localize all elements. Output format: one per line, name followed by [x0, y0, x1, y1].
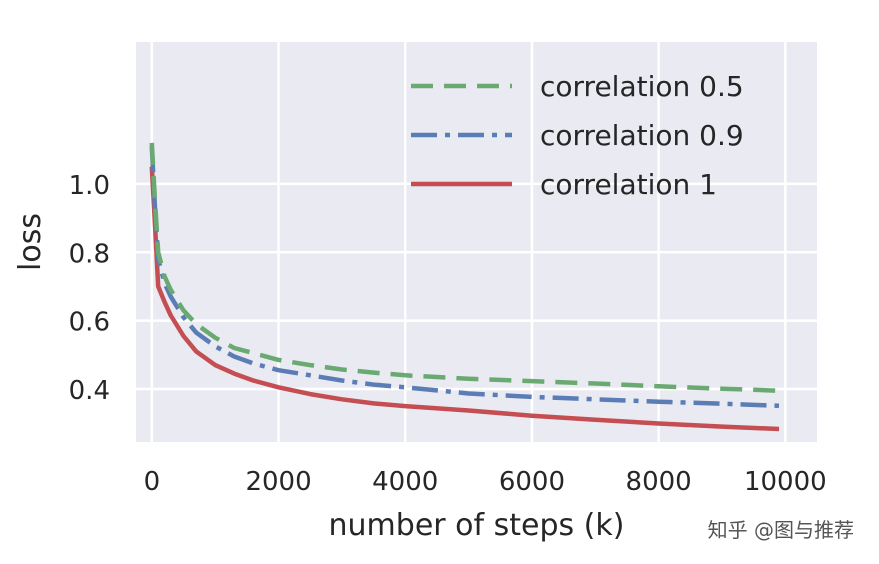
y-tick-label: 1.0	[69, 171, 110, 201]
watermark-text: 知乎 @图与推荐	[708, 518, 854, 542]
legend: correlation 0.5 correlation 0.9 correlatio…	[411, 70, 744, 201]
y-tick-label: 0.8	[69, 239, 110, 269]
legend-label: correlation 1	[540, 168, 717, 201]
series-line	[149, 142, 780, 393]
series-layer	[149, 142, 780, 432]
x-tick-label: 0	[144, 467, 161, 497]
watermark: 知乎 @图与推荐	[708, 518, 854, 542]
x-tick-labels: 0 2000 4000 6000 8000 10000	[144, 467, 827, 497]
legend-label: correlation 0.9	[540, 119, 744, 152]
series-line	[149, 146, 780, 409]
legend-label: correlation 0.5	[540, 70, 744, 103]
x-tick-label: 4000	[372, 467, 438, 497]
y-tick-label: 0.4	[69, 376, 110, 406]
x-tick-label: 8000	[626, 467, 692, 497]
y-axis-label: loss	[13, 213, 48, 271]
y-tick-label: 0.6	[69, 308, 110, 338]
x-axis-label: number of steps (k)	[329, 508, 625, 543]
x-tick-label: 2000	[245, 467, 311, 497]
x-tick-label: 6000	[499, 467, 565, 497]
y-tick-labels: 0.4 0.6 0.8 1.0	[69, 171, 110, 406]
plot-area	[136, 42, 817, 442]
series-line	[149, 166, 780, 432]
x-tick-label: 10000	[744, 467, 827, 497]
